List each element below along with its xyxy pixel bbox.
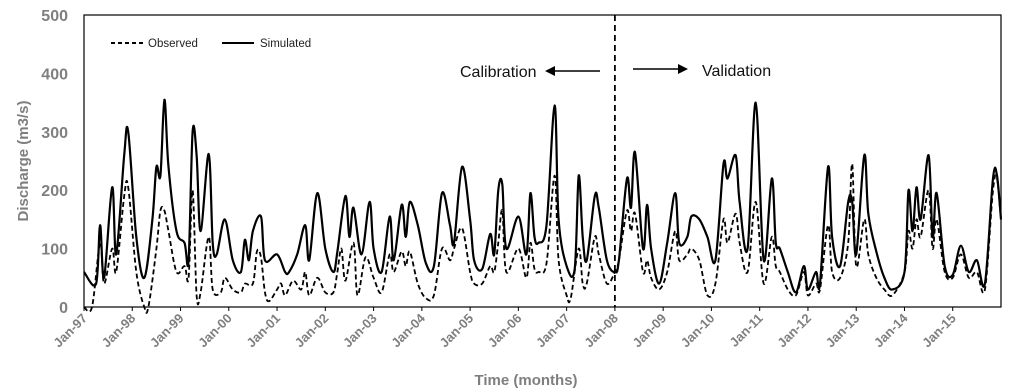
- x-axis-ticks: Jan-97 Jan-98 Jan-99 Jan-00 Jan-01 Jan-02 Jan-…: [50, 307, 959, 351]
- x-tick-label: Jan-97: [50, 311, 90, 351]
- x-tick-label: Jan-05: [436, 311, 476, 351]
- x-tick-label: Jan-11: [727, 311, 766, 350]
- x-tick-label: Jan-00: [195, 311, 235, 351]
- validation-arrow: [633, 64, 688, 74]
- y-tick-label: 400: [41, 66, 68, 83]
- legend-observed-label: Observed: [148, 38, 198, 50]
- series-line-simulated: [83, 98, 1003, 294]
- x-tick-label: Jan-04: [388, 310, 428, 350]
- series-line-observed: [83, 162, 1002, 314]
- x-tick-label: Jan-08: [581, 311, 621, 351]
- y-axis-ticks: 0 100 200 300 400 500: [41, 8, 68, 317]
- x-tick-label: Jan-10: [678, 311, 718, 351]
- calibration-arrow: [545, 66, 600, 76]
- x-tick-label: Jan-99: [147, 311, 187, 351]
- x-tick-label: Jan-15: [919, 311, 959, 351]
- legend-simulated-label: Simulated: [260, 38, 311, 50]
- x-tick-label: Jan-12: [774, 311, 814, 351]
- x-tick-label: Jan-14: [871, 310, 911, 350]
- x-tick-label: Jan-06: [485, 311, 525, 351]
- legend: Observed Simulated: [111, 38, 311, 50]
- x-tick-label: Jan-13: [823, 311, 863, 351]
- y-tick-label: 300: [41, 125, 68, 142]
- x-tick-label: Jan-02: [292, 311, 332, 351]
- x-tick-label: Jan-09: [630, 311, 670, 351]
- x-tick-label: Jan-03: [340, 311, 380, 351]
- x-tick-label: Jan-07: [533, 311, 573, 351]
- y-axis-label: Discharge (m3/s): [15, 101, 32, 222]
- y-tick-label: 0: [59, 300, 68, 317]
- y-tick-label: 500: [41, 8, 68, 25]
- calibration-label: Calibration: [460, 64, 536, 81]
- x-axis-label: Time (months): [474, 372, 577, 389]
- x-tick-label: Jan-01: [243, 311, 283, 351]
- y-tick-label: 200: [41, 183, 68, 200]
- plot-frame: [83, 14, 1002, 308]
- series-layer: [83, 98, 1003, 314]
- validation-label: Validation: [702, 63, 771, 80]
- y-tick-label: 100: [41, 242, 68, 259]
- x-tick-label: Jan-98: [99, 311, 139, 351]
